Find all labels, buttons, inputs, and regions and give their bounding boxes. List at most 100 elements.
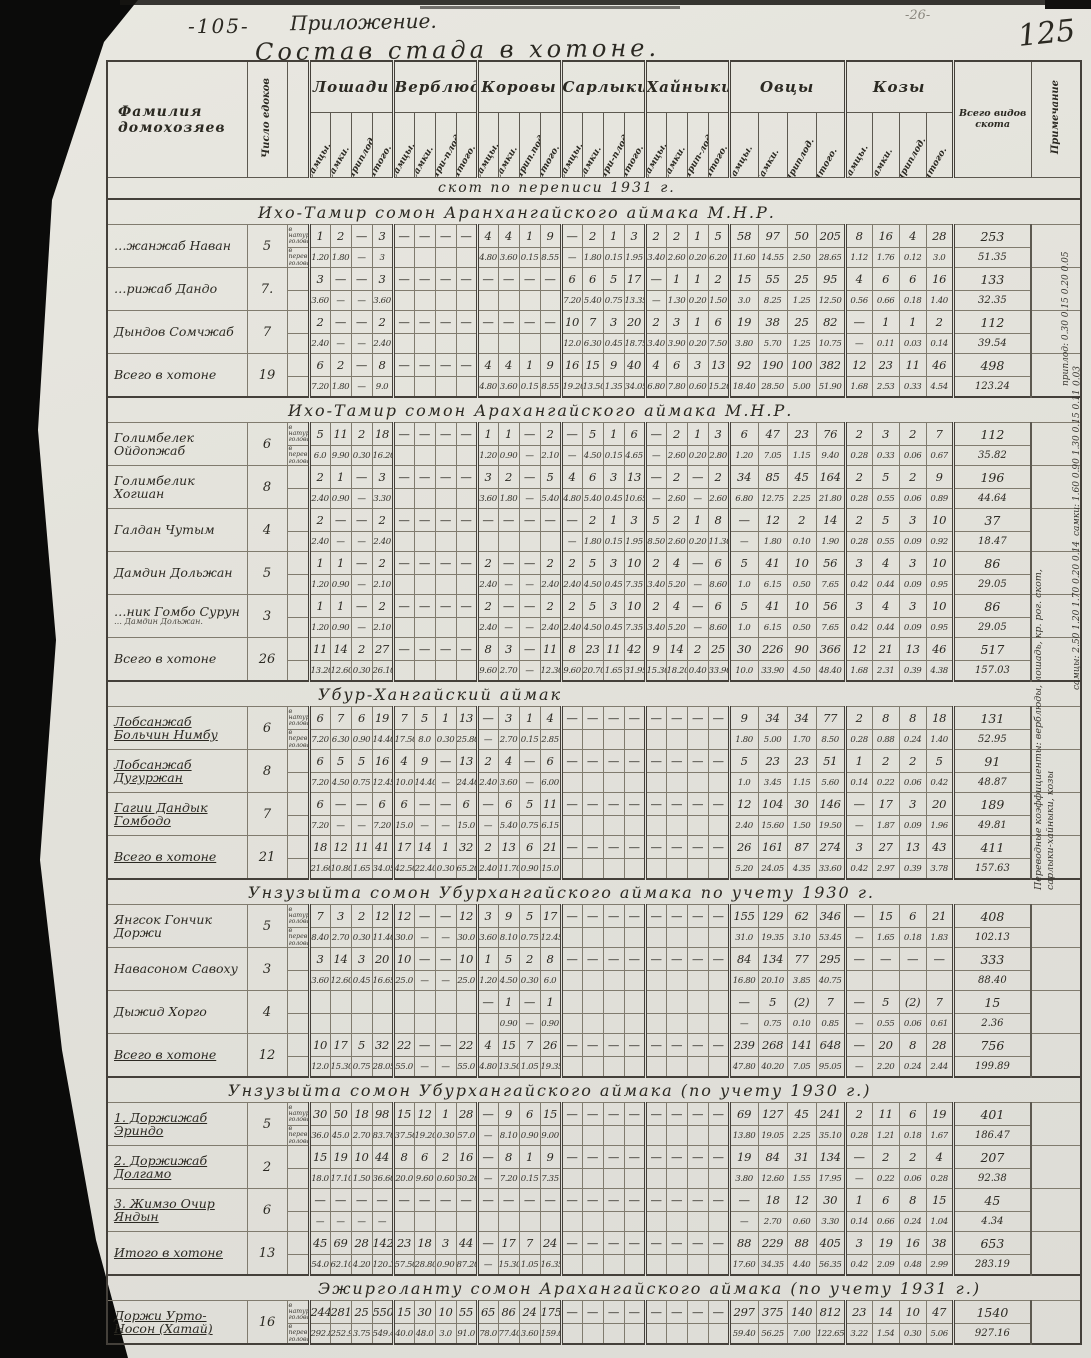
cell-heads: — [350, 508, 373, 532]
cell-converted: — [518, 488, 541, 509]
cell-converted: 0.15 [602, 531, 625, 552]
cell-heads: — [559, 1145, 583, 1169]
cell-heads: 12 [786, 1188, 817, 1212]
cell-converted: 1.65 [602, 660, 625, 682]
cell-heads: 13 [898, 637, 927, 661]
cell-converted [581, 1168, 604, 1189]
faint-page-number: -26- [905, 8, 931, 23]
cell-heads: 142 [371, 1231, 394, 1255]
cell-heads: 8 [539, 947, 562, 971]
cell-converted: — [350, 290, 373, 311]
cell-heads: — [455, 551, 478, 575]
cell-converted-total: 32.35 [951, 290, 1032, 311]
cell-converted [413, 488, 436, 509]
cell-converted [497, 290, 520, 311]
cell-heads: 2 [786, 508, 817, 532]
cell-heads: 18 [350, 1102, 373, 1126]
row-sublabel-converted [286, 1211, 310, 1232]
cell-heads: 2 [539, 422, 562, 446]
eaters-count: 8 [246, 749, 288, 793]
column-header-name: Фамилия домохозяев [106, 60, 248, 178]
cell-heads: — [329, 792, 352, 816]
cell-heads: 5 [581, 594, 604, 618]
cell-heads: — [686, 1145, 709, 1169]
householder-name: 1. Доржижаб Эриндо [106, 1102, 248, 1146]
cell-converted: 33.60 [815, 858, 846, 880]
cell-heads: 14 [329, 947, 352, 971]
cell-heads-total: 253 [951, 224, 1032, 248]
householder-name-text: Голимбелик Хогшан [114, 472, 195, 501]
column-subheader-label: Самцы. [645, 141, 667, 178]
cell-heads: 12 [843, 637, 873, 661]
cell-converted: 12.60 [757, 1168, 788, 1189]
column-subheader-label: Самки. [666, 144, 688, 178]
cell-heads: 56 [815, 594, 846, 618]
cell-heads-total: 86 [951, 551, 1032, 575]
cell-converted: 2.40 [539, 617, 562, 638]
cell-converted: 4.50 [329, 772, 352, 793]
cell-converted [497, 531, 520, 552]
cell-converted: 12.50 [815, 290, 846, 311]
cell-heads: — [707, 904, 730, 928]
cell-converted: 5.70 [757, 333, 788, 354]
cell-converted [391, 333, 415, 354]
cell-heads-total: 408 [951, 904, 1032, 928]
row-sublabel-converted: в перев. головах [286, 247, 310, 268]
cell-converted: 5.40 [581, 290, 604, 311]
cell-heads: 3 [371, 224, 394, 248]
cell-converted [413, 445, 436, 466]
column-subheader-label: Самки. [582, 144, 604, 178]
cell-heads: 134 [757, 947, 788, 971]
cell-converted [643, 1323, 667, 1345]
cell-heads: 4 [871, 551, 900, 575]
column-subheader: Итого. [539, 112, 562, 178]
cell-converted: 0.09 [898, 815, 927, 836]
eaters-count: 7 [246, 310, 288, 354]
cell-heads: 10 [434, 1300, 457, 1324]
cell-converted [559, 1125, 583, 1146]
cell-converted: 3.75 [350, 1323, 373, 1345]
cell-converted: 28.65 [815, 247, 846, 268]
cell-heads: — [643, 465, 667, 489]
cell-converted [602, 1254, 625, 1276]
cell-converted: 25.0 [391, 970, 415, 991]
cell-heads: — [559, 1300, 583, 1324]
cell-heads: 12 [727, 792, 759, 816]
cell-heads: 648 [815, 1033, 846, 1057]
cell-heads: — [623, 749, 646, 773]
cell-converted: 14.55 [757, 247, 788, 268]
cell-heads: 23 [757, 749, 788, 773]
cell-heads: — [434, 1033, 457, 1057]
cell-converted [455, 1013, 478, 1034]
column-subheader: Приплод. [786, 112, 817, 178]
cell-converted: — [413, 1056, 436, 1078]
cell-heads: 6 [898, 267, 927, 291]
cell-converted: 0.28 [843, 1125, 873, 1146]
cell-heads: 140 [786, 1300, 817, 1324]
column-header-sublabel [286, 60, 310, 178]
householder-name: 2. Доржижаб Долгамо [106, 1145, 248, 1189]
cell-heads: — [413, 267, 436, 291]
cell-converted: 40.75 [815, 970, 846, 991]
cell-heads: 10 [455, 947, 478, 971]
cell-converted: 87.20 [455, 1254, 478, 1276]
cell-heads: 21 [871, 637, 900, 661]
cell-converted: 21.80 [815, 488, 846, 509]
cell-converted: 4.35 [786, 858, 817, 880]
cell-converted: 7.20 [559, 290, 583, 311]
householder-name-text: Лобсанжаб Дугуржан [114, 756, 192, 785]
cell-heads: — [329, 267, 352, 291]
column-subheader: Прип-лод. [686, 112, 709, 178]
cell-heads: 2 [371, 594, 394, 618]
cell-converted: 1.0 [727, 772, 759, 793]
cell-heads: 9 [413, 749, 436, 773]
cell-heads: 19 [727, 310, 759, 334]
cell-converted [434, 445, 457, 466]
note-cell [1030, 904, 1082, 948]
cell-heads: 3 [623, 508, 646, 532]
cell-converted: 5.40 [497, 815, 520, 836]
cell-converted [497, 1211, 520, 1232]
cell-heads: — [623, 706, 646, 730]
cell-heads: 6 [307, 706, 331, 730]
cell-heads: — [665, 1300, 688, 1324]
